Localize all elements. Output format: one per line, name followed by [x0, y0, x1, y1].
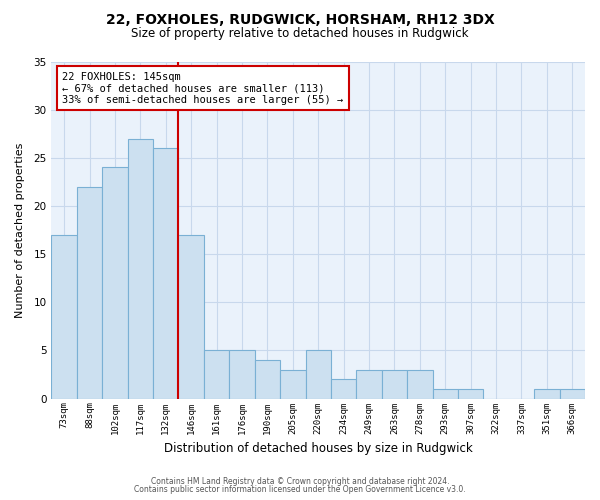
Bar: [382, 370, 407, 398]
X-axis label: Distribution of detached houses by size in Rudgwick: Distribution of detached houses by size …: [164, 442, 473, 455]
Bar: [77, 186, 102, 398]
Y-axis label: Number of detached properties: Number of detached properties: [15, 142, 25, 318]
Bar: [560, 389, 585, 398]
Bar: [331, 380, 356, 398]
Bar: [153, 148, 178, 399]
Text: Size of property relative to detached houses in Rudgwick: Size of property relative to detached ho…: [131, 28, 469, 40]
Bar: [458, 389, 484, 398]
Text: Contains HM Land Registry data © Crown copyright and database right 2024.: Contains HM Land Registry data © Crown c…: [151, 477, 449, 486]
Bar: [356, 370, 382, 398]
Bar: [52, 235, 77, 398]
Bar: [229, 350, 255, 399]
Bar: [128, 138, 153, 398]
Bar: [255, 360, 280, 399]
Bar: [534, 389, 560, 398]
Text: 22, FOXHOLES, RUDGWICK, HORSHAM, RH12 3DX: 22, FOXHOLES, RUDGWICK, HORSHAM, RH12 3D…: [106, 12, 494, 26]
Bar: [433, 389, 458, 398]
Bar: [204, 350, 229, 399]
Bar: [280, 370, 305, 398]
Bar: [305, 350, 331, 399]
Bar: [178, 235, 204, 398]
Bar: [102, 168, 128, 398]
Text: 22 FOXHOLES: 145sqm
← 67% of detached houses are smaller (113)
33% of semi-detac: 22 FOXHOLES: 145sqm ← 67% of detached ho…: [62, 72, 343, 105]
Bar: [407, 370, 433, 398]
Text: Contains public sector information licensed under the Open Government Licence v3: Contains public sector information licen…: [134, 485, 466, 494]
